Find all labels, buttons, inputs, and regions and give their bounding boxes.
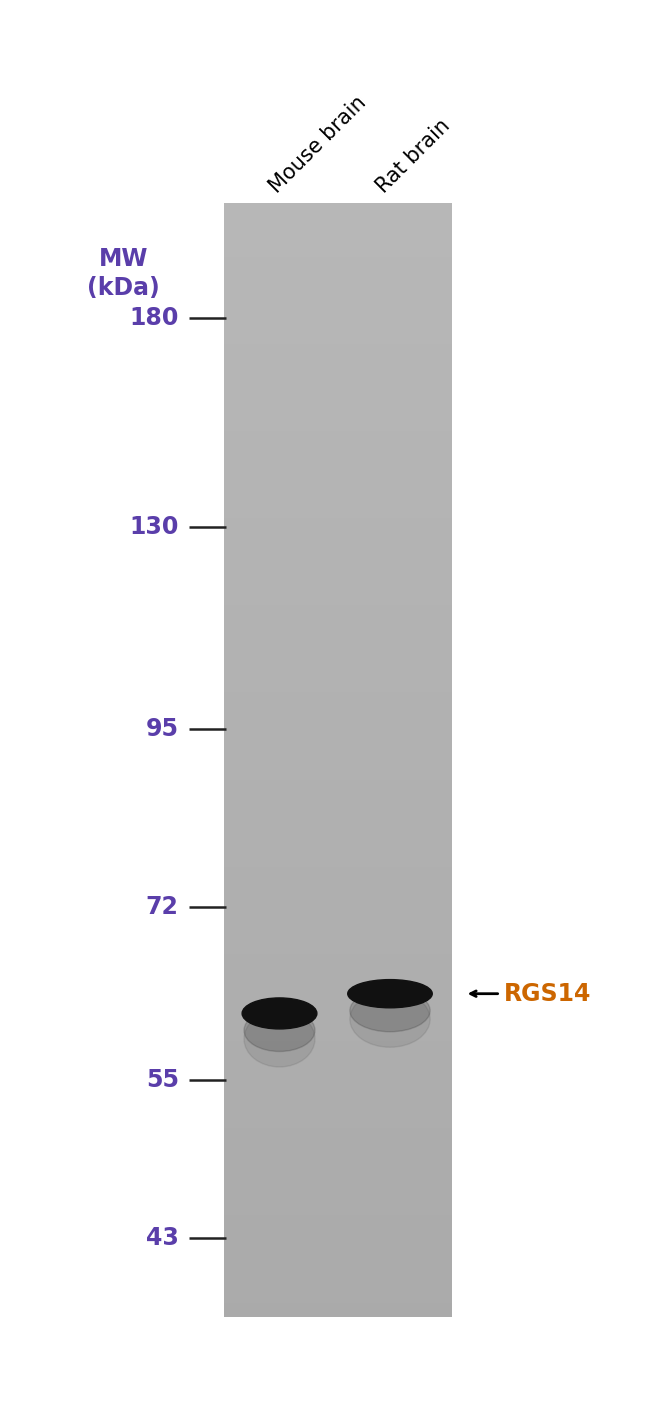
Text: 55: 55 [146,1068,179,1092]
Text: RGS14: RGS14 [504,982,591,1006]
Text: MW
(kDa): MW (kDa) [87,247,160,300]
Text: 95: 95 [146,717,179,741]
Ellipse shape [350,991,430,1047]
Text: 43: 43 [146,1226,179,1250]
Ellipse shape [348,979,432,1007]
Ellipse shape [244,1010,315,1067]
Text: 180: 180 [129,306,179,331]
Ellipse shape [244,1009,315,1051]
Text: 130: 130 [129,516,179,540]
Text: Mouse brain: Mouse brain [265,93,370,197]
Text: Rat brain: Rat brain [372,116,454,197]
Text: 72: 72 [146,895,179,919]
Ellipse shape [350,989,430,1031]
Ellipse shape [242,998,317,1029]
